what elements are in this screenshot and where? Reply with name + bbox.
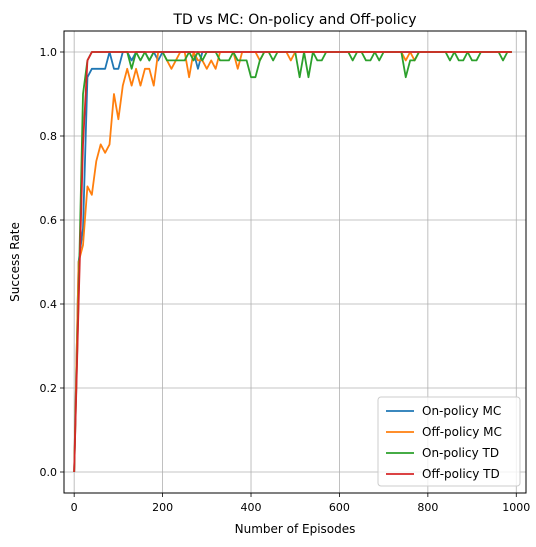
x-tick-label: 800 [417, 501, 438, 514]
y-tick-label: 0.4 [40, 298, 58, 311]
legend-label: On-policy TD [422, 446, 499, 460]
x-tick-label: 0 [71, 501, 78, 514]
x-tick-label: 400 [241, 501, 262, 514]
x-tick-label: 600 [329, 501, 350, 514]
legend-label: Off-policy TD [422, 467, 500, 481]
x-tick-label: 200 [152, 501, 173, 514]
series-layer [73, 51, 512, 473]
legend-label: On-policy MC [422, 404, 501, 418]
grid [64, 31, 526, 493]
legend-box [377, 396, 521, 487]
y-axis-label: Success Rate [8, 222, 22, 302]
y-tick-label: 1.0 [40, 46, 58, 59]
x-axis-label: Number of Episodes [235, 522, 356, 536]
legend-label: Off-policy MC [422, 425, 502, 439]
chart-title: TD vs MC: On-policy and Off-policy [172, 12, 416, 28]
y-axis-ticks: 0.0 0.2 0.4 0.6 0.8 1.0 [40, 46, 64, 479]
plot-frame [63, 30, 527, 494]
series-line-off-policy-td [73, 51, 512, 473]
legend: On-policy MC Off-policy MC On-policy TD Off… [377, 396, 521, 487]
x-axis-ticks: 0 200 400 600 800 1000 [71, 493, 530, 514]
y-tick-label: 0.6 [40, 214, 58, 227]
y-tick-label: 0.2 [40, 382, 58, 395]
y-tick-label: 0.0 [40, 466, 58, 479]
x-tick-label: 1000 [502, 501, 530, 514]
y-tick-label: 0.8 [40, 130, 58, 143]
